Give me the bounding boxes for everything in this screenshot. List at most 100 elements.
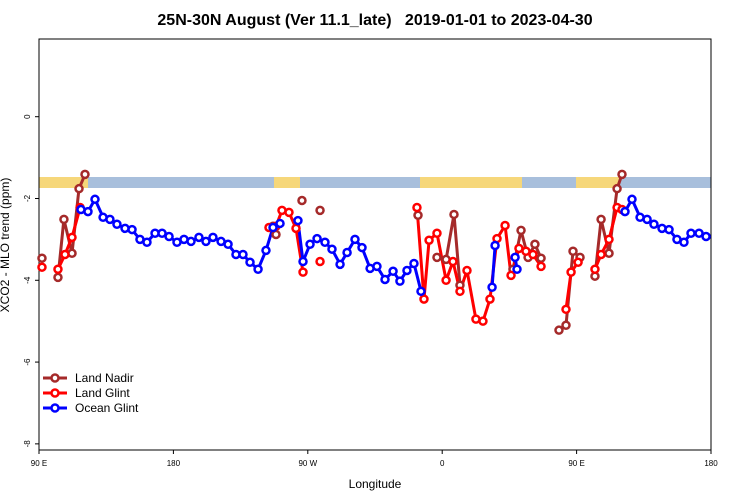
data-point (201, 236, 211, 247)
data-point (412, 202, 422, 213)
data-point (490, 240, 500, 251)
data-point (208, 232, 218, 243)
data-point (315, 205, 325, 216)
data-point (194, 232, 204, 243)
data-point (596, 249, 606, 260)
data-point (127, 224, 137, 235)
legend-label: Ocean Glint (75, 401, 139, 415)
data-point (59, 214, 69, 225)
data-point (596, 214, 606, 225)
data-point (432, 252, 442, 263)
legend-marker (50, 388, 60, 398)
data-point (566, 267, 576, 277)
data-point (694, 228, 704, 239)
data-point (315, 256, 325, 267)
data-point (297, 195, 307, 206)
data-point (642, 214, 652, 225)
y-tick-label: -4 (23, 276, 32, 284)
data-point (67, 232, 77, 243)
land-strip (274, 177, 300, 188)
data-point (604, 234, 614, 245)
x-tick-label: 90 W (298, 459, 317, 468)
data-point (261, 245, 271, 256)
data-point (245, 257, 255, 268)
x-axis-label: Longitude (349, 477, 402, 491)
plot-frame (38, 38, 712, 451)
legend-label: Land Glint (75, 386, 130, 400)
data-point (90, 194, 100, 205)
data-point (620, 206, 630, 217)
y-tick-label: 0 (23, 114, 32, 119)
data-point (449, 209, 459, 220)
data-point (413, 210, 423, 221)
data-point (291, 223, 301, 234)
data-point (590, 264, 600, 274)
data-point (298, 267, 308, 277)
land-strip (420, 177, 522, 188)
legend-marker (50, 403, 60, 413)
data-point (521, 246, 531, 256)
data-point (462, 265, 472, 276)
data-point (664, 224, 674, 235)
data-point (516, 225, 526, 236)
data-point (604, 248, 614, 259)
data-point (60, 249, 70, 260)
data-point (510, 252, 520, 263)
y-axis-label: XCO2 - MLO trend (ppm) (0, 178, 12, 313)
data-point (112, 219, 122, 230)
x-tick-label: 180 (167, 459, 181, 468)
data-point (335, 259, 345, 270)
y-tick-label: -8 (23, 440, 32, 448)
data-point (536, 253, 546, 263)
data-point (275, 218, 285, 229)
data-point (679, 237, 689, 248)
data-point (238, 249, 248, 260)
data-point (568, 246, 578, 256)
x-tick-label: 90 E (568, 459, 584, 468)
data-point (424, 235, 434, 245)
data-point (395, 276, 405, 286)
data-point (627, 194, 637, 205)
legend-label: Land Nadir (75, 371, 134, 385)
data-point (312, 233, 322, 244)
data-point (164, 231, 174, 242)
data-point (380, 274, 390, 285)
data-point (432, 228, 442, 239)
data-point (701, 231, 711, 242)
data-point (37, 262, 47, 272)
data-point (142, 237, 152, 248)
data-point (350, 234, 360, 245)
data-point (561, 320, 571, 331)
data-point (372, 261, 382, 272)
data-point (293, 215, 303, 226)
data-point (74, 183, 84, 194)
data-point (649, 219, 659, 230)
data-point (268, 222, 278, 233)
data-point (157, 228, 167, 239)
data-point (327, 244, 337, 254)
data-point (612, 183, 622, 194)
data-point (388, 266, 398, 277)
data-point (686, 228, 696, 239)
data-point (320, 237, 330, 248)
data-point (305, 239, 315, 250)
data-point (419, 294, 429, 304)
data-point (357, 242, 367, 253)
data-point (223, 239, 233, 250)
data-point (512, 264, 522, 274)
data-point (416, 286, 426, 297)
data-point (500, 220, 510, 231)
x-tick-label: 180 (704, 459, 718, 468)
data-point (573, 257, 583, 268)
data-point (487, 282, 497, 292)
data-point (83, 206, 93, 217)
data-point (53, 272, 63, 283)
legend-marker (50, 373, 60, 383)
data-point (298, 256, 308, 267)
chart-title: 25N-30N August (Ver 11.1_late) 2019-01-0… (157, 12, 592, 29)
data-point (506, 270, 516, 281)
data-point (342, 247, 352, 258)
data-point (253, 264, 263, 274)
data-point (105, 214, 115, 225)
